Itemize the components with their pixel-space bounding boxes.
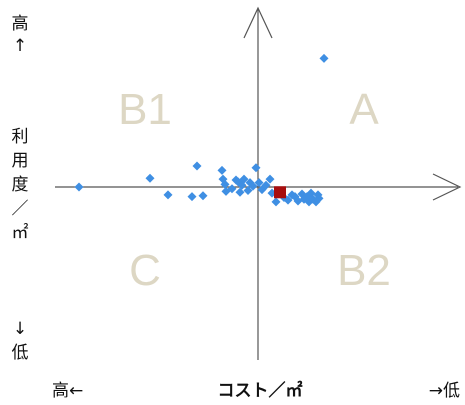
data-point-17 [243,186,253,195]
quadrant-label-a: A [349,85,379,134]
y-label-char-1: 用 [12,151,29,171]
x-axis-title: コスト／㎡ [218,380,303,401]
data-point-9 [220,179,230,189]
data-point-5 [187,192,197,202]
data-point-6 [198,191,208,201]
data-points [74,53,329,207]
x-axis-arrowhead [432,173,462,201]
y-bottom-end-char-1: 低 [12,343,29,363]
data-point-2 [145,173,155,183]
data-point-14 [235,187,245,197]
data-point-23 [261,180,271,190]
y-label-char-2: 度 [12,175,29,195]
data-point-4 [192,161,202,171]
y-axis-arrowhead [243,6,273,39]
x-right-end-label: →低 [429,381,460,401]
quadrant-label-c: C [129,246,161,295]
data-point-24 [265,174,275,184]
data-point-21 [254,178,264,188]
data-point-20 [251,163,261,173]
x-left-end-label: 高← [52,381,83,401]
data-point-16 [239,174,249,184]
data-point-0 [319,53,329,63]
data-point-26 [271,197,281,207]
y-top-end-char-1: ↑ [13,36,27,56]
y-bottom-end-char-0: ↓ [13,319,27,339]
data-point-41 [314,193,324,203]
y-label-char-0: 利 [12,127,29,147]
quadrant-label-b2: B2 [337,246,391,295]
highlight-point [274,186,286,199]
y-label-char-3: ／ [12,199,29,219]
highlight-group [274,186,286,199]
y-label-char-4: ㎡ [12,223,29,243]
data-point-7 [217,165,227,175]
data-point-19 [248,181,258,191]
data-point-1 [74,182,84,192]
y-top-end-char-0: 高 [12,14,29,34]
quadrant-label-b1: B1 [118,85,172,134]
data-point-11 [227,184,237,194]
data-point-3 [163,190,173,200]
